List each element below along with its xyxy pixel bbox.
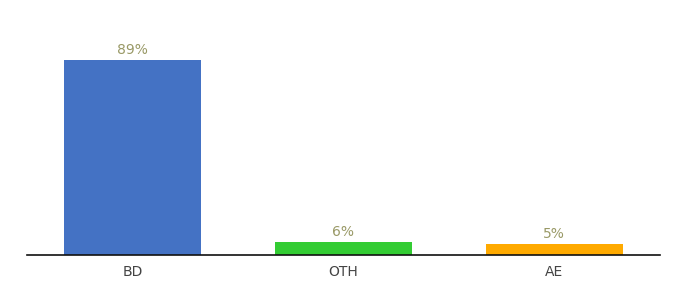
Bar <box>275 242 412 255</box>
Text: 5%: 5% <box>543 227 565 242</box>
Text: 89%: 89% <box>117 44 148 58</box>
Bar <box>486 244 623 255</box>
Text: 6%: 6% <box>333 225 354 239</box>
Bar <box>64 60 201 255</box>
